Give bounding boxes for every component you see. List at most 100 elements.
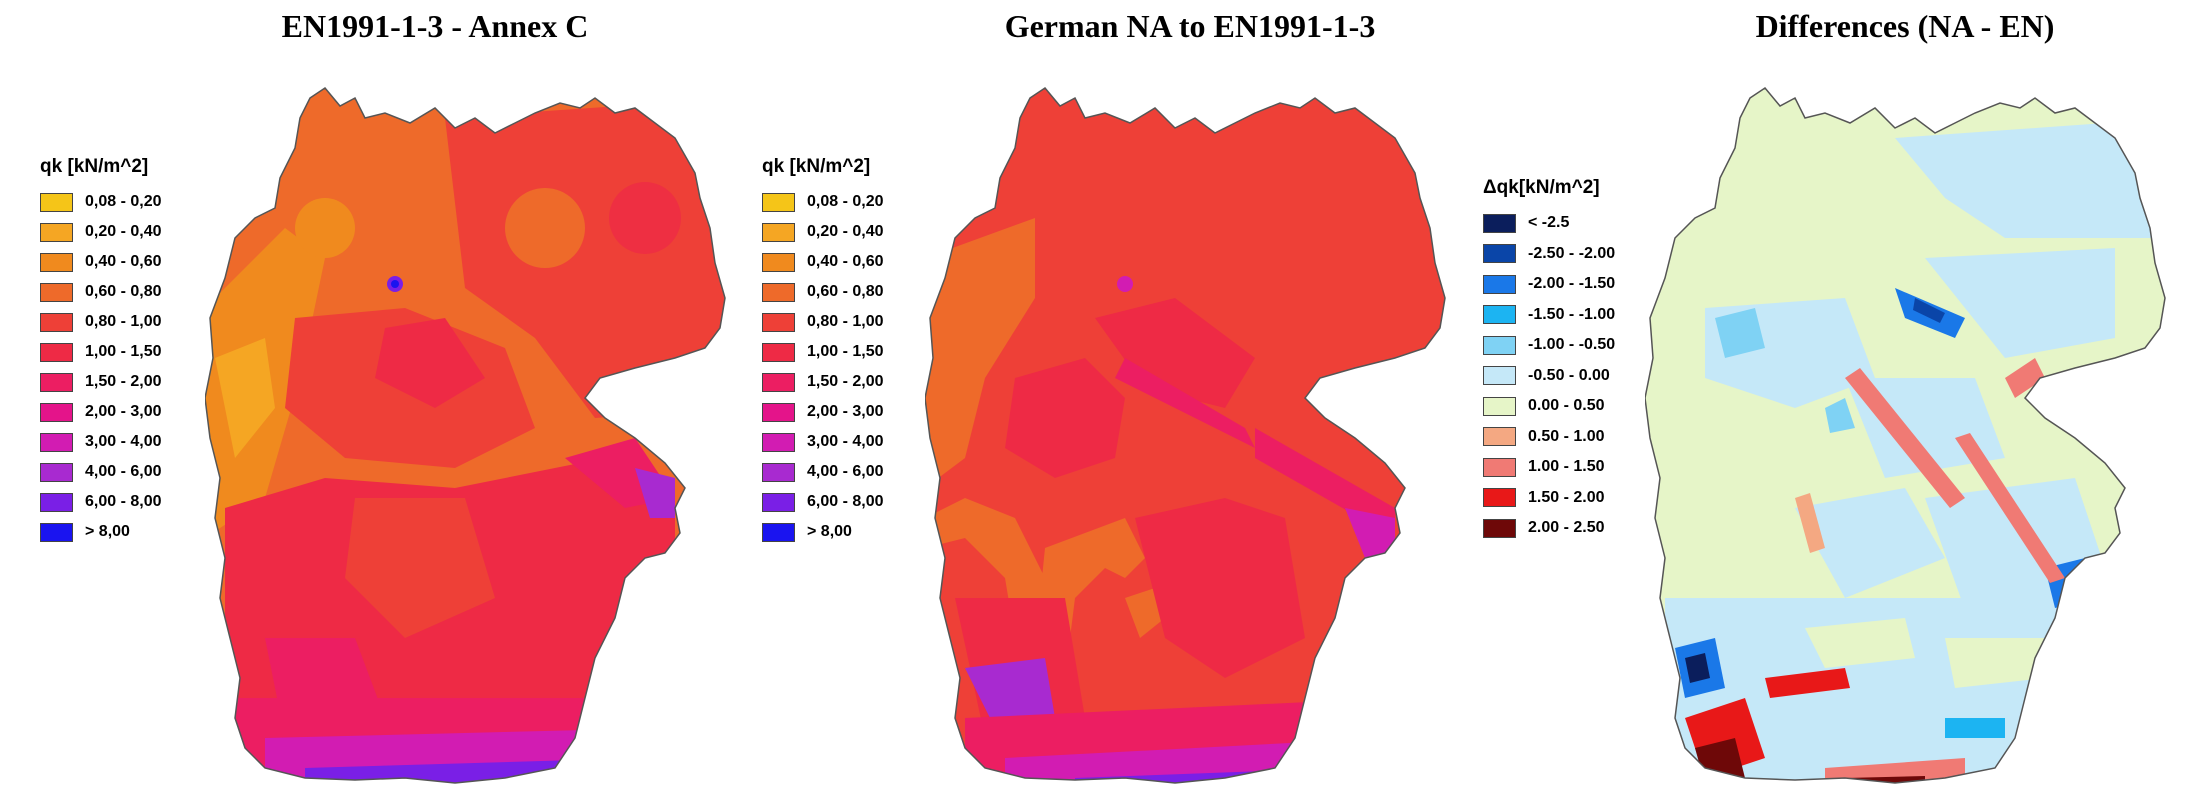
legend-swatch: [762, 192, 795, 212]
legend-swatch: [762, 222, 795, 242]
legend-label: 0,80 - 1,00: [807, 313, 884, 330]
legend-label: 6,00 - 8,00: [85, 493, 162, 510]
legend-item: -2.50 - -2.00: [1483, 239, 1615, 270]
legend-item: 0,40 - 0,60: [40, 247, 162, 277]
legend-label: 3,00 - 4,00: [807, 433, 884, 450]
legend-label: -0.50 - 0.00: [1528, 366, 1610, 384]
germany-difference-map: [1645, 87, 2166, 784]
legend-item: 3,00 - 4,00: [762, 427, 884, 457]
legend-label: 0.50 - 1.00: [1528, 427, 1605, 445]
legend-label: 3,00 - 4,00: [85, 433, 162, 450]
legend-differences: Δqk[kN/m^2] < -2.5 -2.50 - -2.00 -2.00 - -…: [1483, 174, 1615, 544]
legend-swatch: [762, 342, 795, 362]
legend-swatch: [1483, 305, 1516, 325]
legend-label: 2,00 - 3,00: [85, 403, 162, 420]
legend-swatch: [40, 462, 73, 482]
legend-item: 1,00 - 1,50: [762, 337, 884, 367]
legend-label: 1,00 - 1,50: [85, 343, 162, 360]
legend-swatch: [40, 312, 73, 332]
legend-label: 0.00 - 0.50: [1528, 397, 1605, 415]
legend-swatch: [1483, 427, 1516, 447]
legend-swatch: [40, 342, 73, 362]
legend-label: 2,00 - 3,00: [807, 403, 884, 420]
legend-label: 0,40 - 0,60: [85, 253, 162, 270]
legend-swatch: [762, 282, 795, 302]
legend-label: 0,40 - 0,60: [807, 253, 884, 270]
legend-title: Δqk[kN/m^2]: [1483, 177, 1600, 198]
legend-label: 4,00 - 6,00: [85, 463, 162, 480]
legend-swatch: [40, 492, 73, 512]
legend-item: 0,20 - 0,40: [762, 217, 884, 247]
legend-swatch: [1483, 244, 1516, 264]
legend-label: 0,80 - 1,00: [85, 313, 162, 330]
legend-item: 6,00 - 8,00: [40, 487, 162, 517]
legend-label: 1,00 - 1,50: [807, 343, 884, 360]
legend-swatch: [40, 252, 73, 272]
legend-swatch: [762, 402, 795, 422]
legend-item: > 8,00: [40, 517, 162, 547]
legend-swatch: [1483, 335, 1516, 355]
legend-item: 1,50 - 2,00: [40, 367, 162, 397]
legend-swatch: [1483, 213, 1516, 233]
legend-label: -1.50 - -1.00: [1528, 305, 1616, 323]
legend-swatch: [40, 522, 73, 542]
legend-item: 0,60 - 0,80: [762, 277, 884, 307]
legend-item: 3,00 - 4,00: [40, 427, 162, 457]
legend-item: 2,00 - 3,00: [40, 397, 162, 427]
legend-swatch: [762, 252, 795, 272]
legend-label: 4,00 - 6,00: [807, 463, 884, 480]
legend-item: 1,50 - 2,00: [762, 367, 884, 397]
legend-label: < -2.5: [1528, 214, 1570, 232]
legend-swatch: [1483, 396, 1516, 416]
legend-en-annex-c: qk [kN/m^2] 0,08 - 0,20 0,20 - 0,40 0,40 -…: [40, 153, 162, 547]
legend-item: 0.50 - 1.00: [1483, 422, 1615, 453]
legend-item: 1,00 - 1,50: [40, 337, 162, 367]
legend-label: -1.00 - -0.50: [1528, 336, 1616, 354]
legend-title: qk [kN/m^2]: [40, 156, 149, 177]
legend-label: 0,08 - 0,20: [85, 193, 162, 210]
legend-swatch: [1483, 488, 1516, 508]
legend-swatch: [762, 462, 795, 482]
legend-item: 0,08 - 0,20: [40, 187, 162, 217]
legend-item: -0.50 - 0.00: [1483, 361, 1615, 392]
legend-label: > 8,00: [85, 523, 130, 540]
legend-title: qk [kN/m^2]: [762, 156, 871, 177]
legend-swatch: [40, 402, 73, 422]
legend-swatch: [762, 432, 795, 452]
legend-swatch: [762, 492, 795, 512]
legend-swatch: [762, 312, 795, 332]
legend-label: 0,60 - 0,80: [807, 283, 884, 300]
legend-label: 0,08 - 0,20: [807, 193, 884, 210]
map-title-german-na: German NA to EN1991-1-3: [1004, 8, 1376, 44]
legend-label: 0,20 - 0,40: [85, 223, 162, 240]
map-title-differences: Differences (NA - EN): [1755, 8, 2055, 44]
germany-snow-load-map-na: [925, 87, 1446, 784]
legend-item: 4,00 - 6,00: [762, 457, 884, 487]
legend-item: 0,80 - 1,00: [762, 307, 884, 337]
legend-label: 1.50 - 2.00: [1528, 488, 1605, 506]
legend-label: -2.00 - -1.50: [1528, 275, 1616, 293]
legend-german-na: qk [kN/m^2] 0,08 - 0,20 0,20 - 0,40 0,40 -…: [762, 153, 884, 547]
legend-item: 0.00 - 0.50: [1483, 391, 1615, 422]
legend-swatch: [40, 282, 73, 302]
legend-item: 1.00 - 1.50: [1483, 452, 1615, 483]
legend-item: 0,40 - 0,60: [762, 247, 884, 277]
legend-swatch: [40, 432, 73, 452]
legend-label: 1.00 - 1.50: [1528, 458, 1605, 476]
legend-item: 6,00 - 8,00: [762, 487, 884, 517]
germany-snow-load-map-en: [205, 87, 726, 784]
legend-swatch: [40, 222, 73, 242]
legend-swatch: [762, 522, 795, 542]
legend-label: -2.50 - -2.00: [1528, 244, 1616, 262]
legend-swatch: [762, 372, 795, 392]
legend-swatch: [1483, 274, 1516, 294]
legend-swatch: [1483, 518, 1516, 538]
legend-item: -2.00 - -1.50: [1483, 269, 1615, 300]
legend-label: 0,20 - 0,40: [807, 223, 884, 240]
legend-label: 1,50 - 2,00: [807, 373, 884, 390]
legend-item: 1.50 - 2.00: [1483, 483, 1615, 514]
legend-label: 2.00 - 2.50: [1528, 519, 1605, 537]
legend-item: < -2.5: [1483, 208, 1615, 239]
legend-swatch: [40, 372, 73, 392]
legend-label: > 8,00: [807, 523, 852, 540]
